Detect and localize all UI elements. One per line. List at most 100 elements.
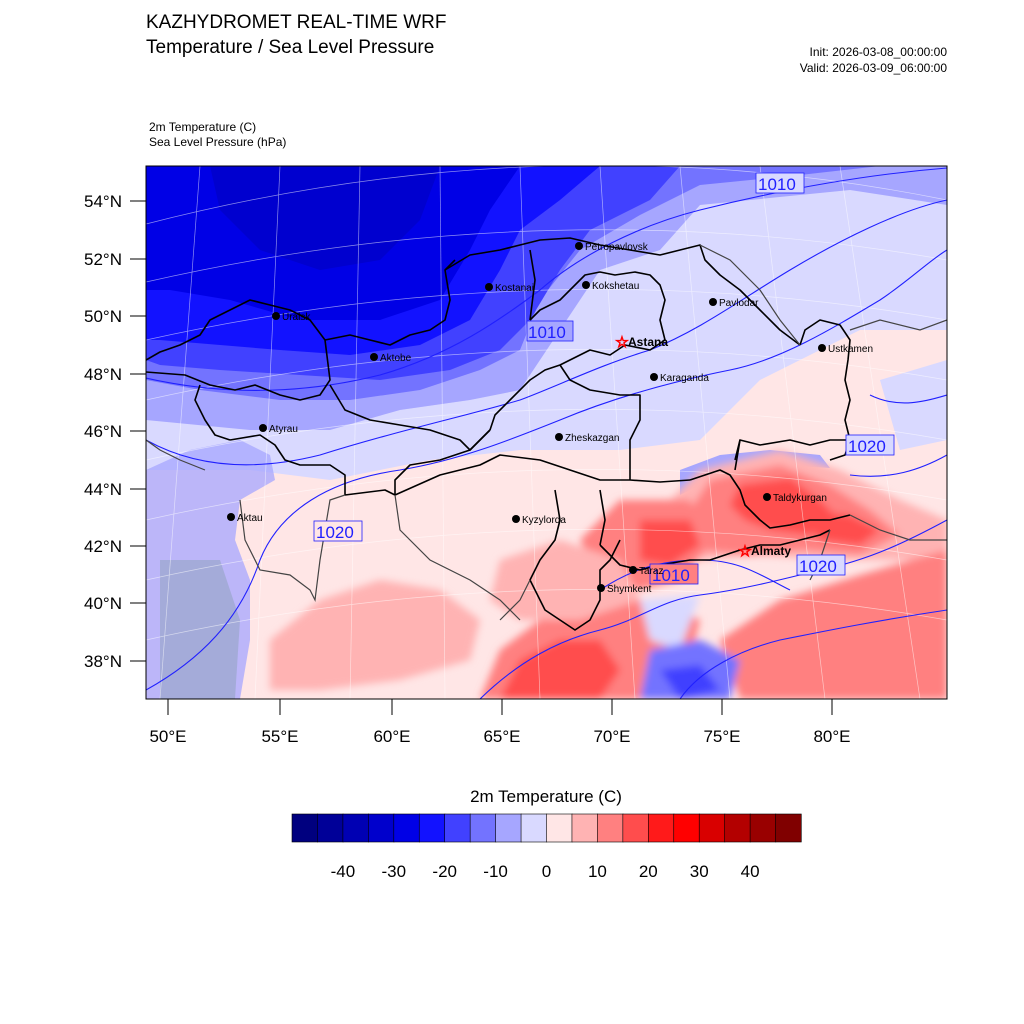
city-label: Atyrau <box>269 424 298 435</box>
city-shymkent: Shymkent <box>597 584 652 595</box>
colorbar-tick-label: 40 <box>741 862 760 881</box>
city-petropavlovsk: Petropavlovsk <box>575 242 649 253</box>
borders <box>146 237 851 631</box>
map-frame <box>145 165 948 700</box>
city-label: Ustkamen <box>828 344 873 355</box>
city-dot-icon <box>582 281 590 289</box>
city-dot-icon <box>370 353 378 361</box>
isobar-label: 1010 <box>652 566 690 585</box>
colorbar-swatch <box>749 813 777 843</box>
city-label: Kyzylorda <box>522 515 566 526</box>
map-subtitle: Temperature / Sea Level Pressure <box>146 37 435 58</box>
city-markers: Petropavlovsk Kokshetau Kostanai Uralsk Akto… <box>227 242 873 595</box>
lat-label: 46°N <box>84 422 122 441</box>
city-kyzylorda: Kyzylorda <box>512 515 566 526</box>
lon-label: 70°E <box>593 727 630 746</box>
colorbar-swatch <box>520 813 548 843</box>
city-kostanai: Kostanai <box>485 283 534 294</box>
lat-label: 40°N <box>84 594 122 613</box>
lat-label: 52°N <box>84 250 122 269</box>
temperature-field <box>146 166 947 699</box>
lon-label: 65°E <box>483 727 520 746</box>
map-title: KAZHYDROMET REAL-TIME WRF <box>146 12 447 33</box>
city-dot-icon <box>763 493 771 501</box>
lat-label: 42°N <box>84 537 122 556</box>
colorbar: -40 -30 -20 -10 0 10 20 30 40 <box>291 813 802 881</box>
colorbar-title: 2m Temperature (C) <box>470 787 622 806</box>
city-dot-icon <box>259 424 267 432</box>
colorbar-swatch <box>317 813 344 843</box>
city-pavlodar: Pavlodar <box>709 298 759 309</box>
lon-label: 50°E <box>149 727 186 746</box>
capital-star-icon: ☆ <box>615 334 628 351</box>
city-label: Astana <box>628 335 668 349</box>
colorbar-swatch <box>698 813 726 843</box>
city-almaty: ☆ Almaty <box>738 543 792 561</box>
city-aktau: Aktau <box>227 513 263 524</box>
lat-label: 38°N <box>84 652 122 671</box>
city-label: Kostanai <box>495 283 534 294</box>
neighbor-borders <box>146 244 947 621</box>
colorbar-swatch <box>724 813 751 843</box>
city-atyrau: Atyrau <box>259 424 298 435</box>
lat-label: 48°N <box>84 365 122 384</box>
isobar-labels: 1010 1010 1020 1020 1010 1020 <box>313 172 895 585</box>
isobar-label: 1010 <box>528 323 566 342</box>
colorbar-swatch <box>418 813 446 843</box>
city-karaganda: Karaganda <box>650 373 709 384</box>
city-dot-icon <box>485 283 493 291</box>
city-dot-icon <box>227 513 235 521</box>
pressure-field-label: Sea Level Pressure (hPa) <box>149 135 287 149</box>
lat-labels: 54°N 52°N 50°N 48°N 46°N 44°N 42°N 40°N … <box>84 192 122 671</box>
colorbar-swatch <box>291 813 319 843</box>
valid-time: Valid: 2026-03-09_06:00:00 <box>799 61 947 75</box>
city-label: Karaganda <box>660 373 709 384</box>
isobar-label: 1020 <box>848 437 886 456</box>
colorbar-tick-label: -10 <box>483 862 508 881</box>
colorbar-swatch <box>647 813 675 843</box>
colorbar-swatch <box>495 813 522 843</box>
colorbar-tick-label: 30 <box>690 862 709 881</box>
colorbar-swatch <box>622 813 649 843</box>
lon-labels: 50°E 55°E 60°E 65°E 70°E 75°E 80°E <box>149 727 850 746</box>
city-taldykurgan: Taldykurgan <box>763 493 827 504</box>
city-dot-icon <box>272 312 280 320</box>
city-label: Almaty <box>751 544 791 558</box>
city-label: Aktau <box>237 513 263 524</box>
city-dot-icon <box>650 373 658 381</box>
lon-label: 60°E <box>373 727 410 746</box>
isobar-label: 1020 <box>799 557 837 576</box>
city-dot-icon <box>629 566 637 574</box>
city-taraz: Taraz <box>629 566 663 577</box>
colorbar-swatch <box>546 813 573 843</box>
capital-star-icon: ☆ <box>738 543 751 560</box>
colorbar-swatch <box>571 813 599 843</box>
lat-label: 54°N <box>84 192 122 211</box>
lon-label: 80°E <box>813 727 850 746</box>
colorbar-tick-label: -20 <box>432 862 457 881</box>
colorbar-swatch <box>673 813 700 843</box>
city-uralsk: Uralsk <box>272 312 311 323</box>
colorbar-swatch <box>775 813 802 843</box>
lon-label: 55°E <box>261 727 298 746</box>
city-dot-icon <box>575 242 583 250</box>
city-dot-icon <box>512 515 520 523</box>
city-label: Uralsk <box>282 312 311 323</box>
city-label: Zheskazgan <box>565 433 619 444</box>
colorbar-swatch <box>597 813 624 843</box>
city-label: Pavlodar <box>719 298 759 309</box>
colorbar-tick-label: -30 <box>382 862 407 881</box>
lat-label: 44°N <box>84 480 122 499</box>
colorbar-swatch <box>469 813 497 843</box>
city-label: Taraz <box>639 566 663 577</box>
colorbar-swatch <box>393 813 420 843</box>
city-label: Aktobe <box>380 353 412 364</box>
city-dot-icon <box>555 433 563 441</box>
init-time: Init: 2026-03-08_00:00:00 <box>809 45 947 59</box>
lat-label: 50°N <box>84 307 122 326</box>
axis-ticks <box>130 200 833 715</box>
colorbar-swatch <box>368 813 395 843</box>
city-label: Taldykurgan <box>773 493 827 504</box>
colorbar-tick-label: -40 <box>331 862 356 881</box>
